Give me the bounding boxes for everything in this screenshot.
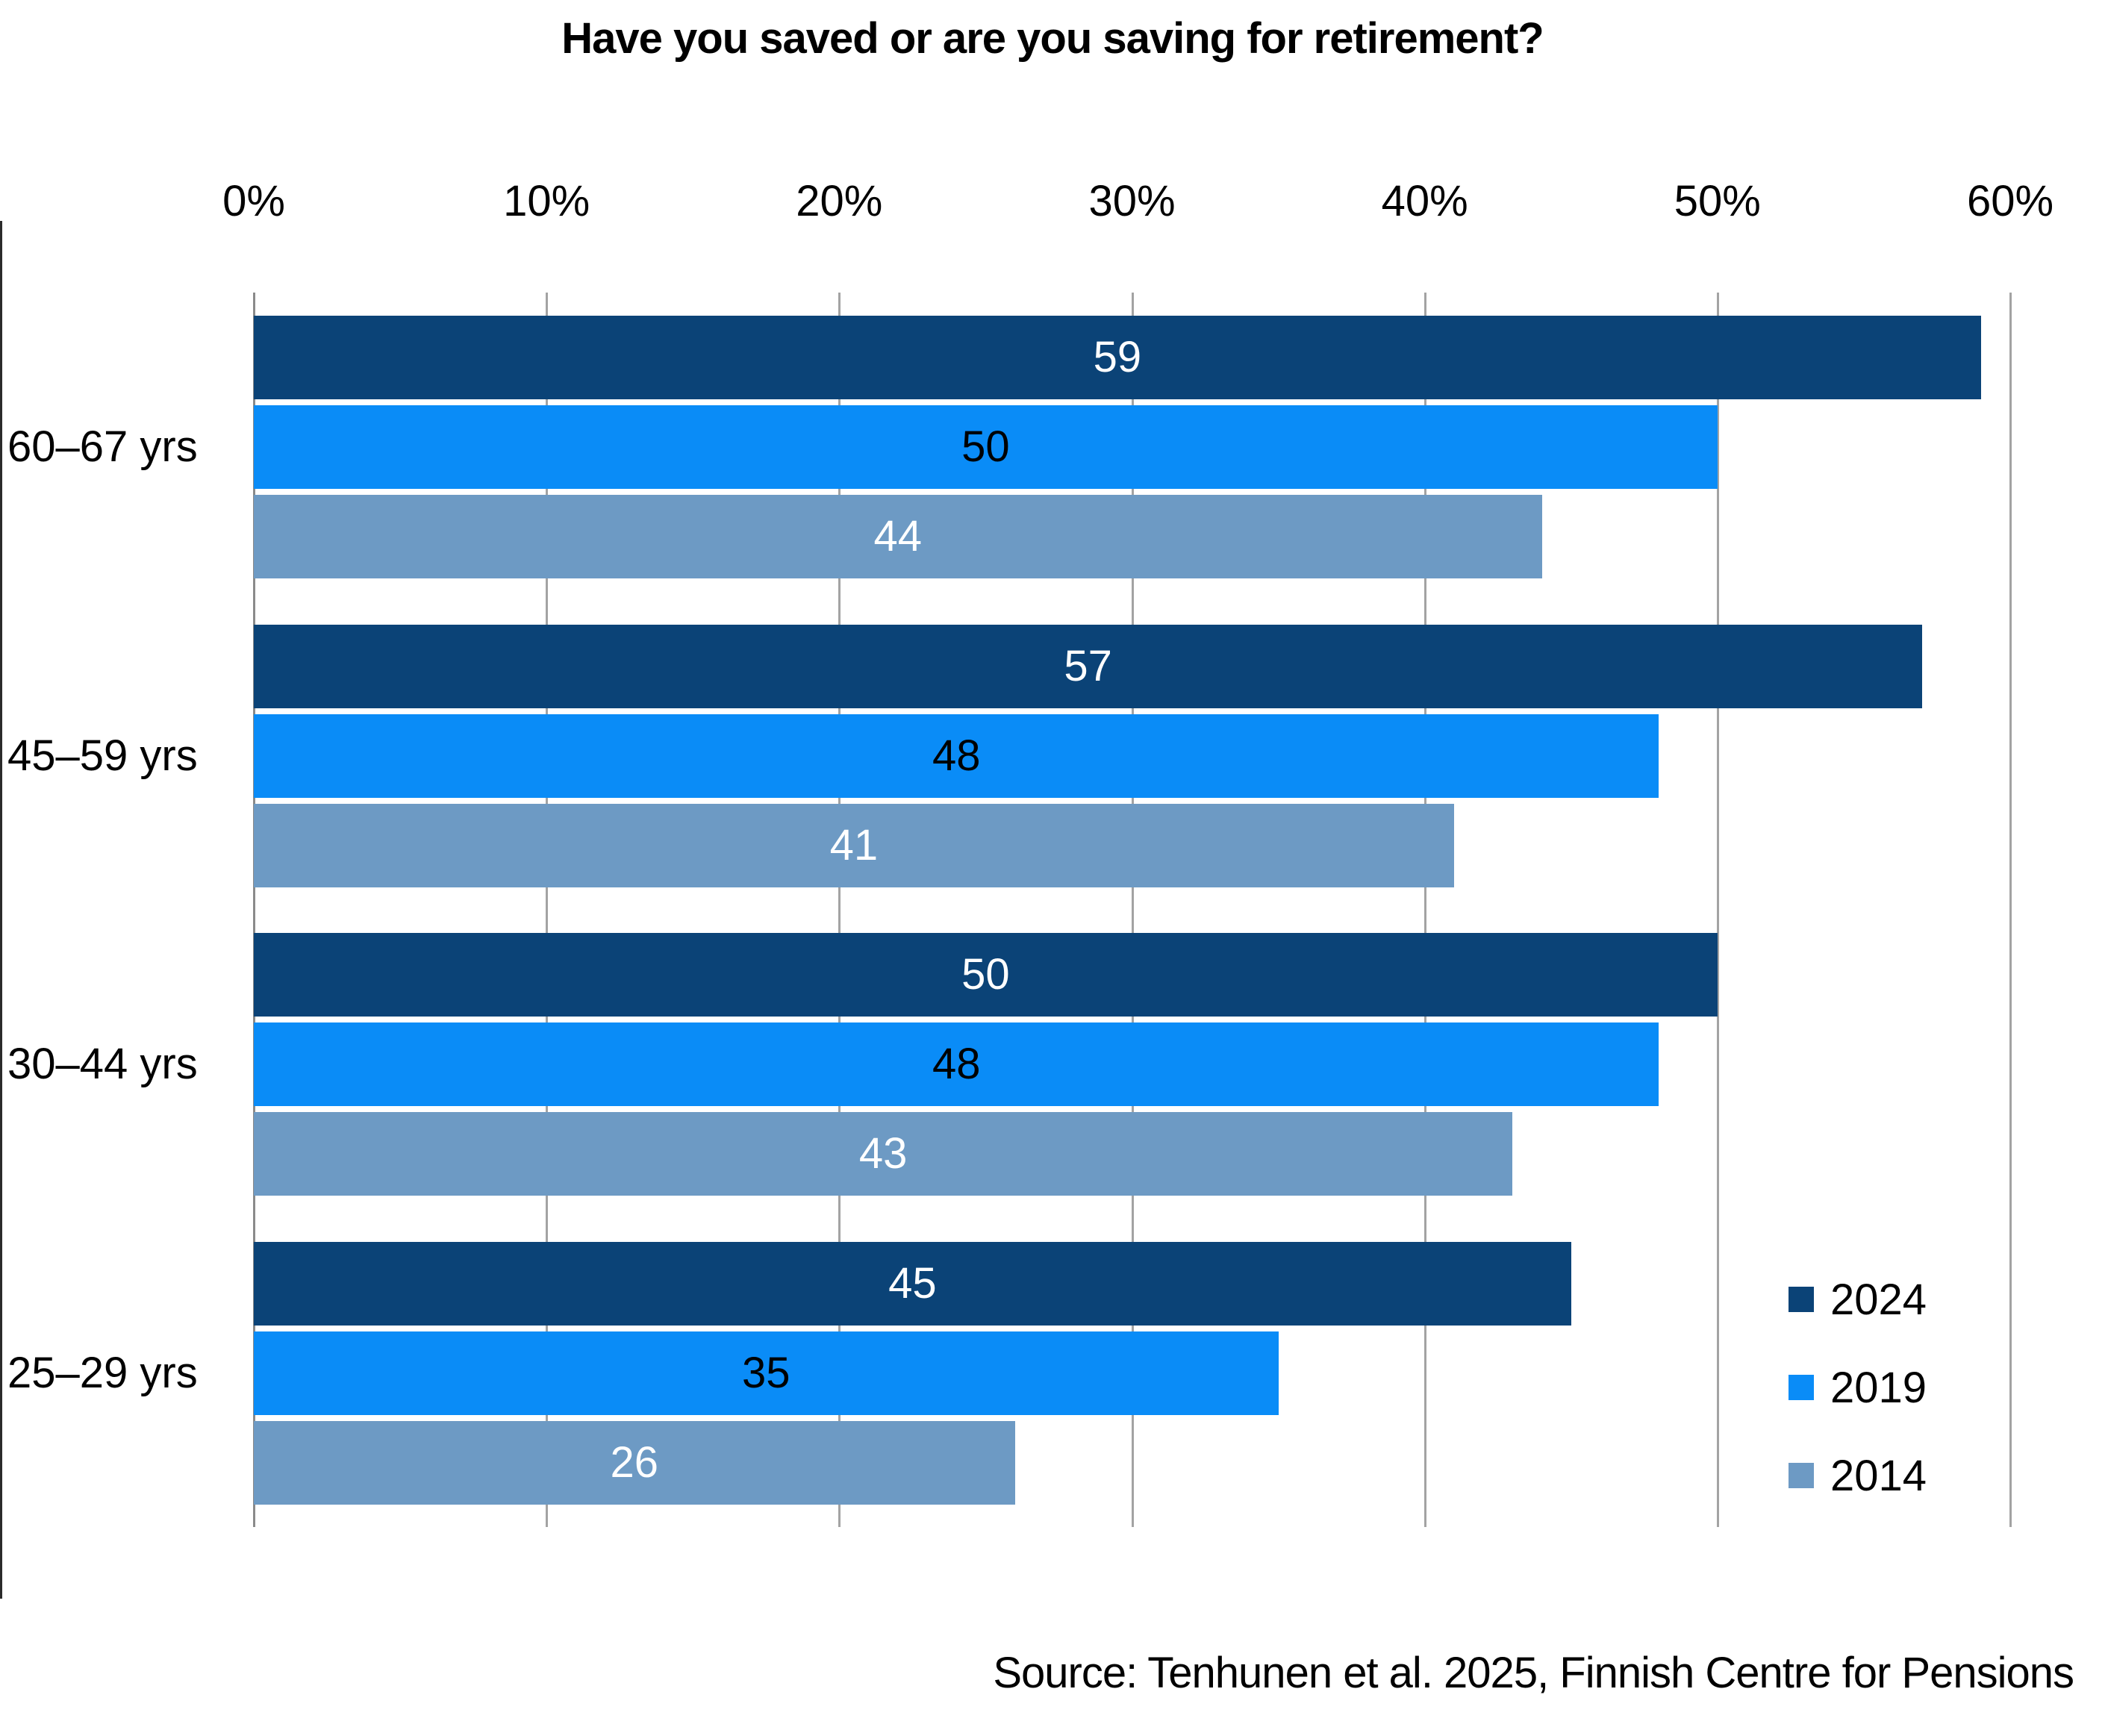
legend-label: 2024 <box>1830 1275 1927 1324</box>
category-label: 60–67 yrs <box>7 422 198 471</box>
legend-label: 2014 <box>1830 1451 1927 1500</box>
chart-title: Have you saved or are you saving for ret… <box>561 14 1544 63</box>
legend-item-2024: 2024 <box>1789 1273 1927 1326</box>
gridline <box>1423 293 1426 1527</box>
bar-2019-45–59-yrs: 48 <box>254 714 1659 798</box>
bar-value-label: 48 <box>932 1040 981 1088</box>
bar-value-label: 57 <box>1064 642 1112 690</box>
plot-area: 59 50 44 57 48 41 50 48 43 45 35 26 <box>253 293 2012 1527</box>
bar-value-label: 59 <box>1093 333 1142 381</box>
x-axis-tick-label: 30% <box>1088 177 1176 225</box>
category-label: 30–44 yrs <box>7 1040 198 1088</box>
bar-2024-30–44-yrs: 50 <box>254 933 1718 1017</box>
x-axis-tick-label: 50% <box>1674 177 1761 225</box>
bar-value-label: 26 <box>610 1438 659 1487</box>
legend-item-2014: 2014 <box>1789 1449 1927 1502</box>
gridline <box>546 293 549 1527</box>
bar-2024-25–29-yrs: 45 <box>254 1242 1571 1326</box>
x-axis-tick-label: 40% <box>1381 177 1468 225</box>
x-axis-tick-label: 20% <box>796 177 883 225</box>
bar-2019-25–29-yrs: 35 <box>254 1331 1279 1415</box>
bar-2019-30–44-yrs: 48 <box>254 1022 1659 1106</box>
bar-2014-25–29-yrs: 26 <box>254 1421 1015 1505</box>
legend-swatch-icon <box>1789 1287 1814 1312</box>
bar-2014-30–44-yrs: 43 <box>254 1112 1513 1196</box>
legend-item-2019: 2019 <box>1789 1361 1927 1414</box>
bar-value-label: 41 <box>829 821 879 869</box>
gridline <box>1716 293 1719 1527</box>
x-axis-tick-label: 60% <box>1966 177 2054 225</box>
bar-value-label: 44 <box>873 512 923 561</box>
x-axis-tick-label: 10% <box>503 177 590 225</box>
x-axis: 0% 10% 20% 30% 40% 50% 60% <box>222 176 2053 230</box>
bar-2014-45–59-yrs: 41 <box>254 804 1454 887</box>
category-label: 45–59 yrs <box>7 731 198 780</box>
gridline <box>1131 293 1134 1527</box>
y-axis-line <box>253 293 255 1527</box>
bar-value-label: 35 <box>742 1349 790 1397</box>
source-note: Source: Tenhunen et al. 2025, Finnish Ce… <box>993 1649 2074 1697</box>
legend: 2024 2019 2014 <box>1789 1273 1927 1537</box>
bar-value-label: 45 <box>888 1259 937 1308</box>
bar-value-label: 50 <box>961 950 1010 999</box>
bar-2019-60–67-yrs: 50 <box>254 405 1718 489</box>
bar-value-label: 48 <box>932 731 981 780</box>
legend-swatch-icon <box>1789 1463 1814 1488</box>
bar-2024-45–59-yrs: 57 <box>254 625 1923 708</box>
bar-value-label: 43 <box>858 1129 908 1178</box>
category-label: 25–29 yrs <box>7 1349 198 1397</box>
x-axis-tick-label: 0% <box>222 177 285 225</box>
bar-2014-60–67-yrs: 44 <box>254 495 1542 578</box>
page-edge-line <box>0 221 2 1599</box>
gridline <box>838 293 841 1527</box>
bar-2024-60–67-yrs: 59 <box>254 316 1981 399</box>
legend-label: 2019 <box>1830 1363 1927 1412</box>
gridline <box>2009 293 2012 1527</box>
bar-value-label: 50 <box>961 422 1010 471</box>
legend-swatch-icon <box>1789 1375 1814 1400</box>
